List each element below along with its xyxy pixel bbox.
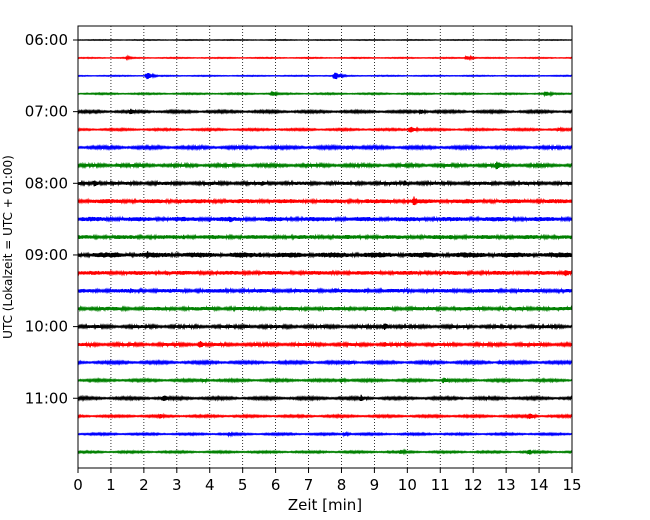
seismic-trace: [77, 430, 573, 438]
seismic-trace: [77, 196, 573, 206]
seismic-trace: [77, 161, 573, 170]
x-tick-label: 3: [172, 476, 182, 494]
trace-layer: [77, 38, 573, 456]
x-tick-label: 14: [530, 476, 549, 494]
seismic-trace: [77, 90, 573, 98]
seismic-trace: [77, 322, 573, 331]
seismic-trace: [77, 340, 573, 349]
seismic-trace: [77, 412, 573, 420]
x-tick-label: 13: [497, 476, 516, 494]
y-axis-title: UTC (Lokalzeit = UTC + 01:00): [1, 155, 15, 339]
x-axis-title: Zeit [min]: [288, 496, 362, 514]
y-tick-label: 11:00: [25, 389, 68, 407]
y-tick-label: 06:00: [25, 31, 68, 49]
seismic-trace: [77, 233, 573, 241]
seismic-trace: [77, 179, 573, 187]
x-tick-label: 2: [139, 476, 149, 494]
x-tick-label: 7: [304, 476, 314, 494]
seismic-trace: [77, 358, 573, 366]
seismic-trace: [77, 108, 573, 116]
seismic-trace: [77, 287, 573, 295]
y-tick-label: 10:00: [25, 318, 68, 336]
seismic-trace: [77, 72, 573, 80]
seismic-trace: [77, 38, 573, 42]
seismic-trace: [77, 448, 573, 456]
seismic-trace: [77, 269, 573, 277]
x-tick-label: 9: [370, 476, 380, 494]
x-tick-label: 10: [398, 476, 417, 494]
x-tick-label: 15: [562, 476, 581, 494]
seismic-trace: [77, 305, 573, 313]
x-tick-label: 11: [431, 476, 450, 494]
x-tick-label: 0: [73, 476, 83, 494]
seismic-trace: [77, 126, 573, 133]
seismic-trace: [77, 54, 573, 61]
x-tick-label: 6: [271, 476, 281, 494]
x-tick-label: 4: [205, 476, 215, 494]
x-tick-label: 12: [464, 476, 483, 494]
plot-frame: [77, 25, 573, 469]
seismic-trace: [77, 394, 573, 402]
x-tick-label: 5: [238, 476, 248, 494]
x-tick-label: 8: [337, 476, 347, 494]
y-tick-label: 07:00: [25, 103, 68, 121]
seismic-trace: [77, 251, 573, 259]
y-tick-label: 08:00: [25, 174, 68, 192]
seismic-trace: [77, 143, 573, 152]
tick-layer: 0 1 2 3 4 5 6 7 8 9 10 11 12 13 14 1506:0007:0008:0009:…: [25, 31, 582, 494]
seismic-trace: [77, 377, 573, 384]
x-tick-label: 1: [106, 476, 116, 494]
y-tick-label: 09:00: [25, 246, 68, 264]
seismic-trace: [77, 215, 573, 223]
